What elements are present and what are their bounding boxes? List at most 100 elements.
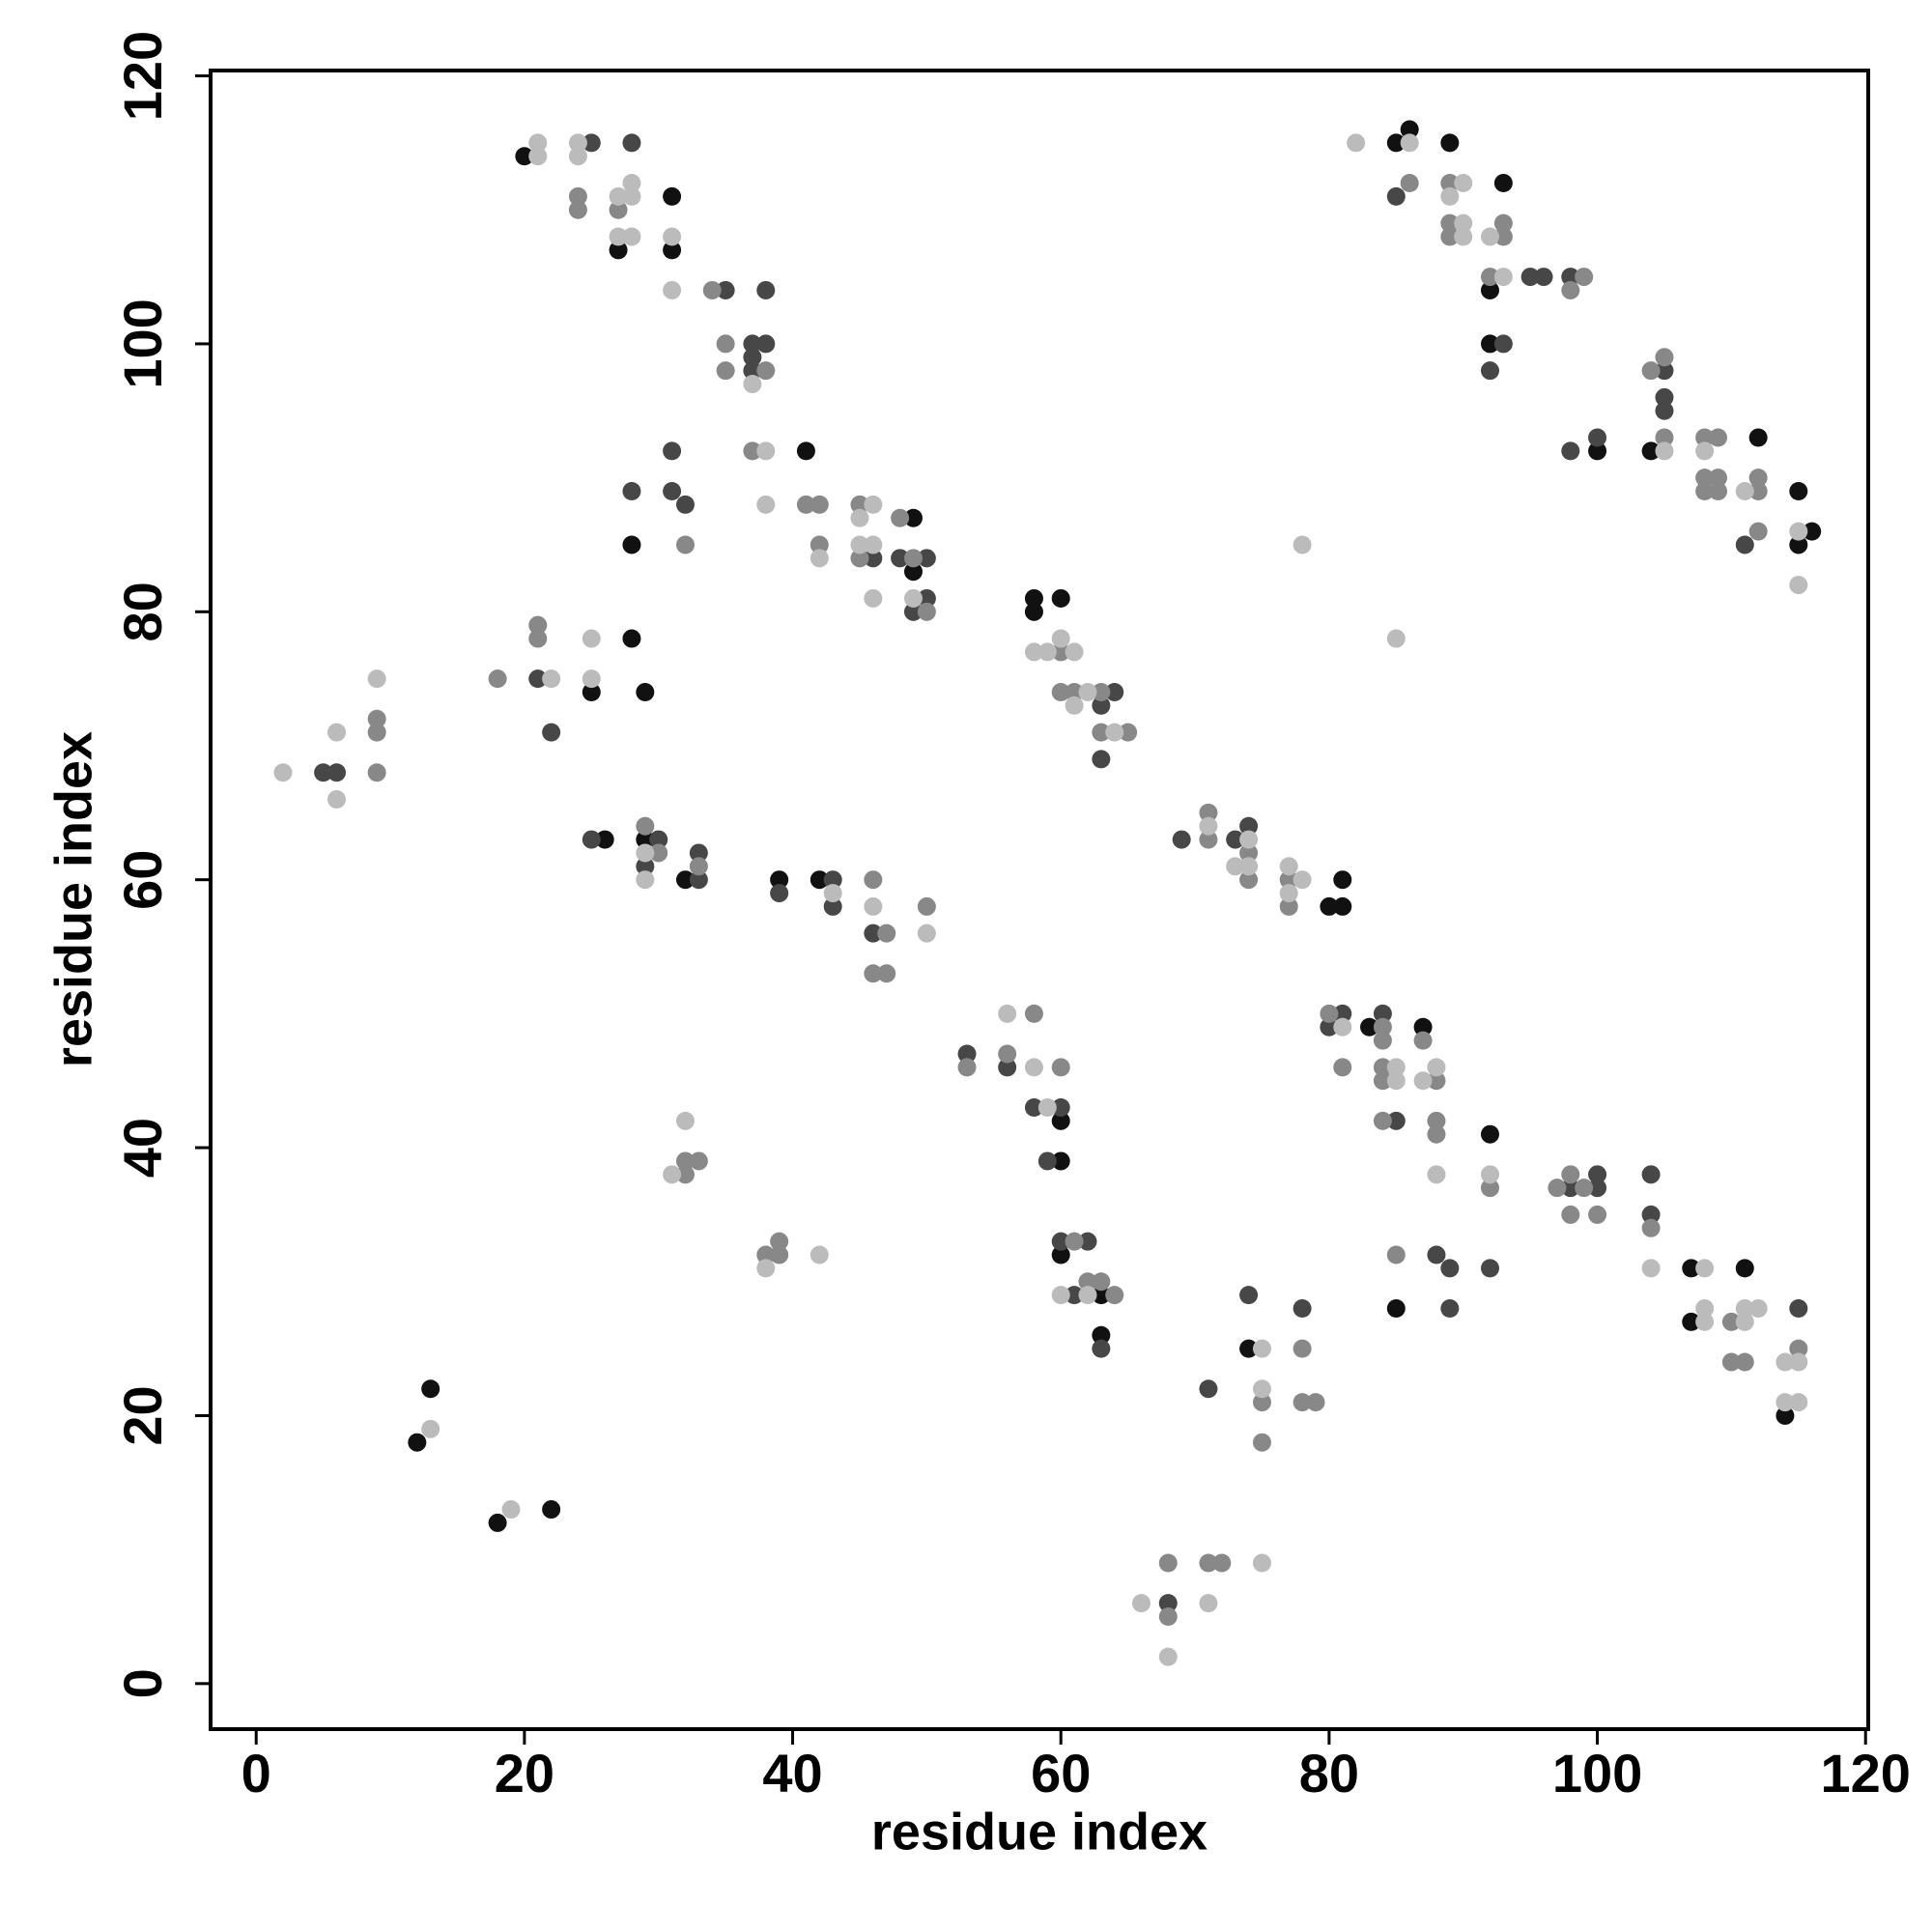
- point: [1480, 1259, 1499, 1278]
- point: [1051, 588, 1070, 608]
- point: [528, 629, 548, 648]
- y-axis-label: residue index: [44, 731, 102, 1067]
- point: [1252, 1379, 1271, 1399]
- point: [743, 348, 762, 367]
- point: [622, 174, 641, 193]
- point: [1078, 1286, 1097, 1305]
- point: [636, 857, 655, 876]
- point: [1239, 830, 1259, 849]
- point: [1789, 576, 1808, 595]
- point: [1440, 227, 1460, 246]
- point: [1037, 642, 1057, 662]
- point: [756, 495, 776, 514]
- point: [1709, 469, 1728, 488]
- point: [756, 1245, 776, 1264]
- point: [1092, 750, 1111, 769]
- point: [327, 723, 347, 742]
- point: [1239, 1339, 1259, 1358]
- point: [273, 763, 293, 782]
- point: [1400, 174, 1419, 193]
- point: [1373, 1004, 1392, 1023]
- point: [675, 495, 695, 514]
- point: [716, 334, 735, 354]
- point: [622, 629, 641, 648]
- point: [1051, 1097, 1070, 1117]
- point: [756, 361, 776, 381]
- point: [1092, 723, 1111, 742]
- point: [528, 669, 548, 689]
- point: [1333, 870, 1352, 890]
- point: [957, 1058, 977, 1077]
- point: [675, 1165, 695, 1184]
- point: [770, 1232, 789, 1251]
- point: [582, 133, 601, 153]
- point: [1735, 1312, 1754, 1331]
- point: [1695, 469, 1715, 488]
- point: [1440, 1259, 1460, 1278]
- point: [421, 1419, 440, 1438]
- point: [1480, 1165, 1499, 1184]
- x-tick-label: 60: [1031, 1743, 1091, 1804]
- point: [903, 562, 923, 582]
- point: [1347, 133, 1366, 153]
- point: [770, 870, 789, 890]
- point: [998, 1044, 1017, 1064]
- point: [864, 923, 883, 943]
- point: [1051, 1286, 1070, 1305]
- point: [1051, 1245, 1070, 1264]
- point: [1721, 1352, 1741, 1372]
- point: [1051, 683, 1070, 702]
- point: [1440, 213, 1460, 233]
- point: [528, 133, 548, 153]
- point: [1695, 1312, 1715, 1331]
- point: [810, 1245, 829, 1264]
- point: [917, 896, 936, 916]
- point: [663, 227, 682, 246]
- point: [488, 1513, 507, 1532]
- point: [1239, 816, 1259, 836]
- point: [957, 1044, 977, 1064]
- point: [1400, 133, 1419, 153]
- point: [903, 549, 923, 568]
- point: [810, 549, 829, 568]
- point: [622, 481, 641, 500]
- point: [1239, 843, 1259, 863]
- point: [675, 870, 695, 890]
- point: [1051, 1151, 1070, 1171]
- point: [1493, 174, 1513, 193]
- point: [1024, 1058, 1043, 1077]
- point: [1493, 334, 1513, 354]
- point: [1440, 186, 1460, 206]
- point: [1480, 227, 1499, 246]
- point: [1641, 1218, 1661, 1237]
- point: [1480, 1179, 1499, 1198]
- point: [568, 200, 587, 219]
- point: [1735, 1299, 1754, 1319]
- point: [1293, 1299, 1312, 1319]
- point: [1682, 1259, 1701, 1278]
- point: [1641, 1205, 1661, 1224]
- point: [421, 1379, 440, 1399]
- point: [1065, 642, 1084, 662]
- point: [1776, 1406, 1795, 1425]
- point: [1373, 1017, 1392, 1037]
- plot-frame: [209, 69, 1870, 1731]
- point: [1427, 1111, 1446, 1130]
- point: [1588, 428, 1607, 447]
- point: [1748, 522, 1768, 541]
- point: [1172, 830, 1191, 849]
- point: [649, 830, 668, 849]
- point: [1776, 1352, 1795, 1372]
- point: [1386, 186, 1406, 206]
- point: [1735, 535, 1754, 554]
- point: [1561, 268, 1580, 287]
- point: [1333, 1017, 1352, 1037]
- point: [1037, 1097, 1057, 1117]
- point: [568, 147, 587, 166]
- point: [1252, 1393, 1271, 1412]
- point: [1373, 1071, 1392, 1091]
- point: [609, 241, 628, 260]
- point: [1320, 896, 1339, 916]
- point: [1427, 1245, 1446, 1264]
